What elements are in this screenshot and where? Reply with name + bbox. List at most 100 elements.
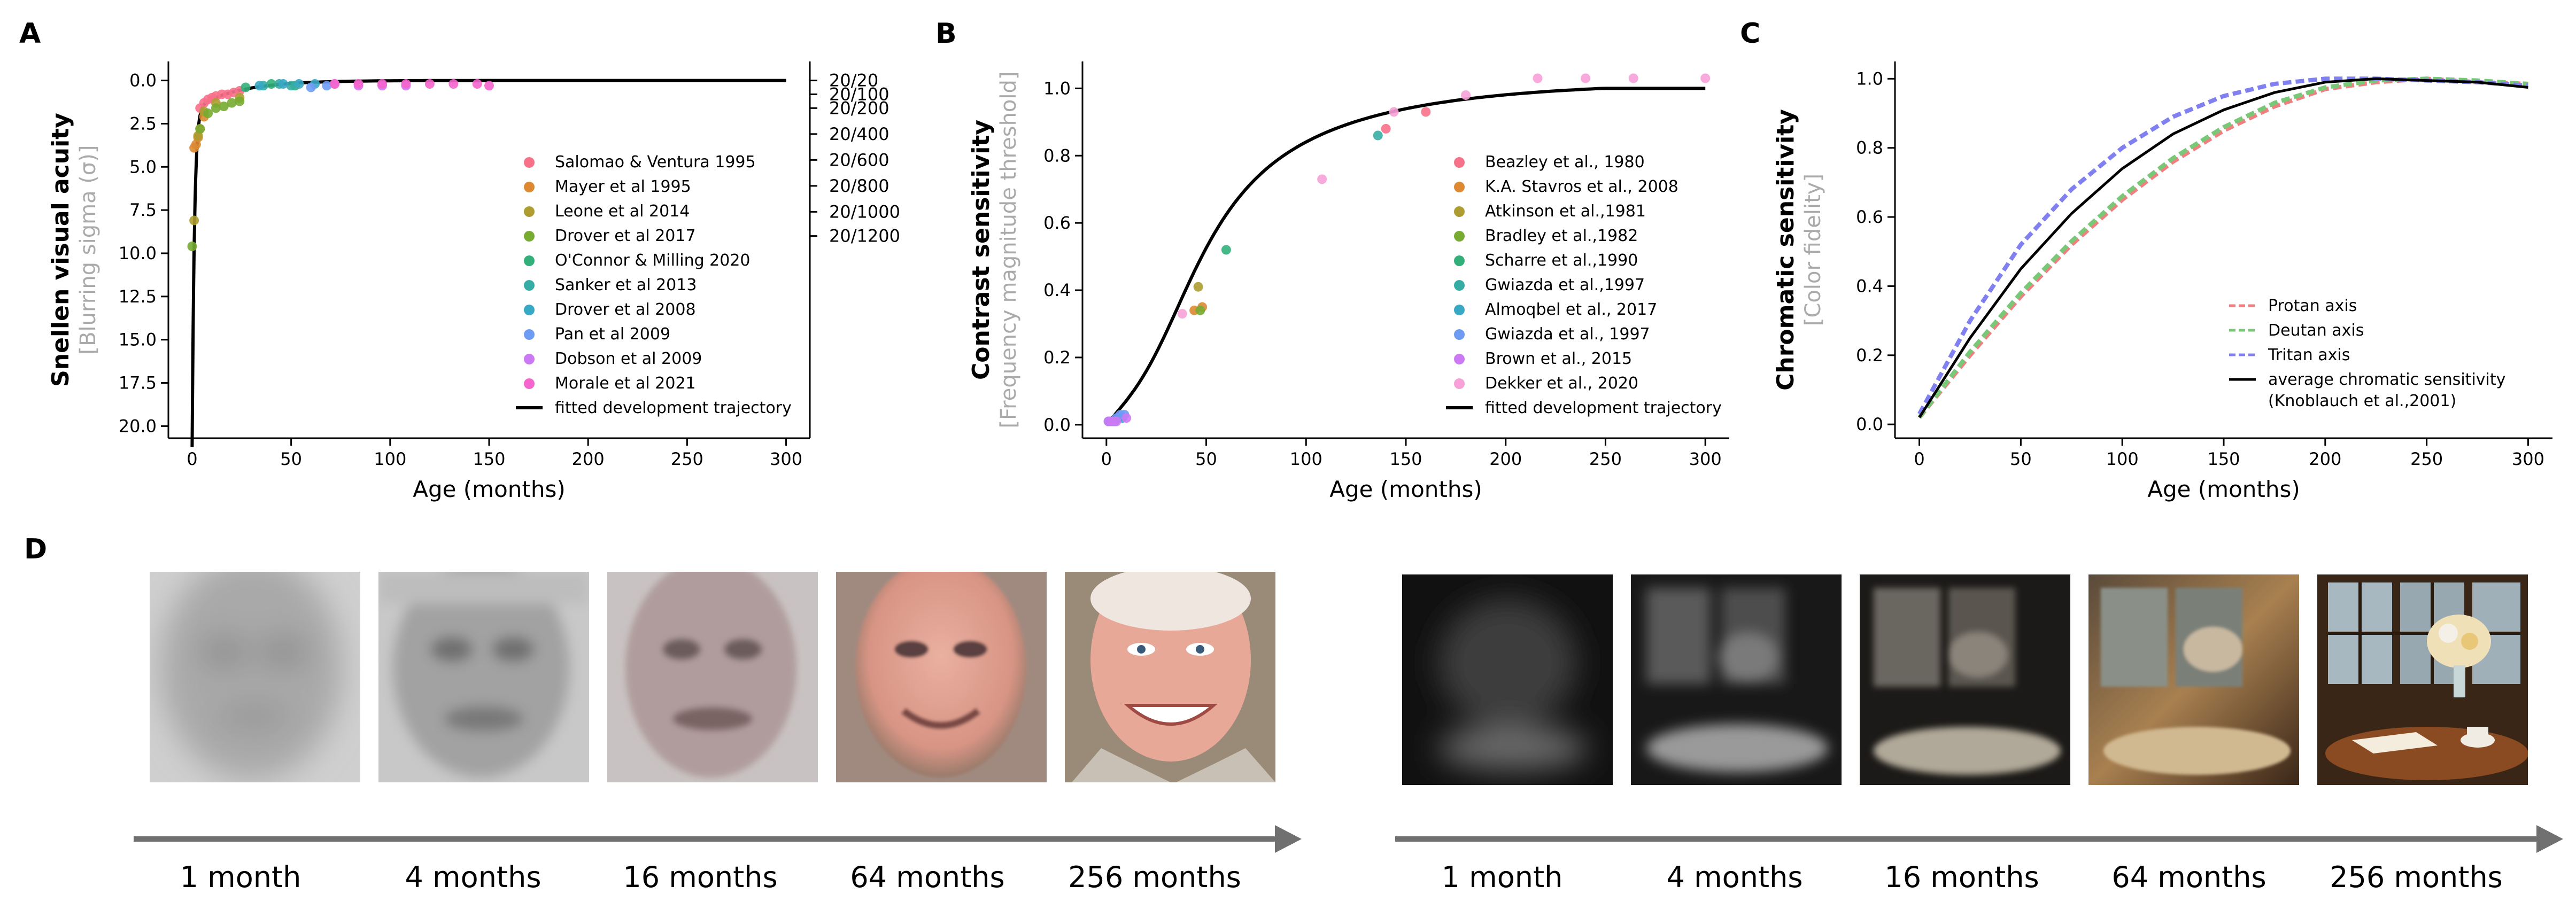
x-tick-label: 100 <box>2106 449 2139 469</box>
data-point <box>1317 174 1327 184</box>
legend-label: average chromatic sensitivity <box>2268 370 2505 389</box>
data-point <box>195 124 205 134</box>
x-tick-label: 200 <box>2309 449 2341 469</box>
y-tick-label: 0.0 <box>1856 414 1883 434</box>
data-point <box>1533 73 1543 83</box>
chart-c-chromatic-sensitivity: 0 50 100 150 200 250 300 0.0 0.2 0.4 0.6 0.8 1.0 Age … <box>1772 61 2552 502</box>
legend-label: Morale et al 2021 <box>555 374 696 393</box>
data-point <box>278 79 288 89</box>
data-point <box>1221 245 1231 255</box>
legend-label: Beazley et al., 1980 <box>1485 153 1645 172</box>
data-point <box>1121 413 1132 423</box>
legend-label: fitted development trajectory <box>555 399 792 417</box>
legend-label: Protan axis <box>2268 297 2357 315</box>
series-line <box>1918 77 2528 418</box>
y-right-tick-label: 20/600 <box>829 150 889 170</box>
legend-label: K.A. Stavros et al., 2008 <box>1485 177 1678 196</box>
face-image-1-month <box>150 572 360 782</box>
legend-label: fitted development trajectory <box>1485 399 1722 417</box>
y-tick-label: 10.0 <box>119 243 157 263</box>
legend-label: Mayer et al 1995 <box>555 177 691 196</box>
legend-marker <box>1454 378 1465 389</box>
series-line <box>1917 76 2528 415</box>
y-tick-label: 5.0 <box>129 157 157 177</box>
x-tick-label: 150 <box>473 449 505 469</box>
data-point <box>203 108 213 119</box>
y-tick-label: 17.5 <box>119 373 157 393</box>
data-point <box>294 79 304 89</box>
legend-label: Brown et al., 2015 <box>1485 349 1632 368</box>
legend-label: Sanker et al 2013 <box>555 276 697 294</box>
timeline-scene-label-2: 4 months <box>1667 860 1803 894</box>
scene-image-256-months <box>2317 574 2528 785</box>
legend-marker <box>524 206 535 217</box>
data-point <box>1628 73 1638 83</box>
data-point <box>353 79 363 89</box>
timeline-scene-label-5: 256 months <box>2330 860 2503 894</box>
y-tick-label: 1.0 <box>1043 78 1071 98</box>
timeline-scene-label-4: 64 months <box>2111 860 2266 894</box>
timeline-scene-label-3: 16 months <box>1884 860 2039 894</box>
scene-image-1-month <box>1402 574 1613 785</box>
y-tick-label: 1.0 <box>1856 68 1883 89</box>
x-tick-label: 0 <box>1101 449 1112 469</box>
legend-marker <box>1454 231 1465 242</box>
legend-marker <box>1454 280 1465 291</box>
legend-marker <box>524 157 535 168</box>
timeline-scene-label-1: 1 month <box>1442 860 1563 894</box>
scene-image-16-months <box>1860 574 2070 785</box>
y-tick-label: 0.8 <box>1856 138 1883 158</box>
legend-marker <box>524 305 535 315</box>
x-tick-label: 300 <box>2512 449 2544 469</box>
panel-label-d: D <box>24 533 47 565</box>
data-point <box>241 82 251 92</box>
x-axis-label: Age (months) <box>2147 476 2300 502</box>
x-tick-label: 150 <box>2207 449 2240 469</box>
data-point <box>235 96 245 106</box>
face-image-16-months <box>607 572 818 782</box>
data-point <box>266 79 276 89</box>
x-tick-label: 250 <box>1589 449 1622 469</box>
y-right-tick-label: 20/1200 <box>829 226 900 246</box>
timeline-face-label-5: 256 months <box>1068 860 1241 894</box>
legend: Beazley et al., 1980 K.A. Stavros et al.,… <box>1446 153 1722 417</box>
legend-marker <box>524 231 535 242</box>
x-tick-label: 250 <box>2410 449 2443 469</box>
legend-marker <box>1454 206 1465 217</box>
legend-marker <box>524 329 535 340</box>
legend-marker <box>524 354 535 364</box>
face-image-256-months <box>1065 572 1275 782</box>
panel-label-b: B <box>935 18 957 50</box>
data-point <box>1193 282 1203 292</box>
y-right-tick-label: 20/200 <box>829 98 889 118</box>
data-point <box>227 98 237 108</box>
data-point <box>1700 73 1711 83</box>
legend-label: Gwiazda et al.,1997 <box>1485 276 1645 294</box>
y-tick-label: 0.2 <box>1043 347 1071 368</box>
legend-label: Dobson et al 2009 <box>555 349 702 368</box>
legend-label: Salomao & Ventura 1995 <box>555 153 756 172</box>
data-point <box>424 79 435 89</box>
chart-b-contrast-sensitivity: 0 50 100 150 200 250 300 0.0 0.2 0.4 0.6 0.8 1.0 Age … <box>968 61 1729 502</box>
legend-label: Almoqbel et al., 2017 <box>1485 300 1657 319</box>
data-point <box>1389 107 1399 117</box>
data-point <box>401 79 411 89</box>
legend-label: Drover et al 2017 <box>555 227 696 245</box>
x-tick-label: 50 <box>1195 449 1217 469</box>
y-tick-label: 0.0 <box>129 71 157 91</box>
x-tick-label: 150 <box>1389 449 1422 469</box>
legend-label: Dekker et al., 2020 <box>1485 374 1638 393</box>
timeline-face-label-4: 64 months <box>850 860 1004 894</box>
y-axis-label: Chromatic sensitivity <box>1772 109 1799 391</box>
legend-marker <box>1454 354 1465 364</box>
y-tick-label: 0.4 <box>1856 276 1883 296</box>
series-line <box>1917 76 2528 419</box>
data-point <box>1421 107 1431 117</box>
data-point <box>1111 416 1121 426</box>
x-tick-label: 250 <box>671 449 703 469</box>
y-tick-label: 0.6 <box>1856 207 1883 227</box>
data-point <box>448 79 459 89</box>
legend-label-cont: (Knoblauch et al.,2001) <box>2268 392 2456 410</box>
x-tick-label: 0 <box>187 449 197 469</box>
